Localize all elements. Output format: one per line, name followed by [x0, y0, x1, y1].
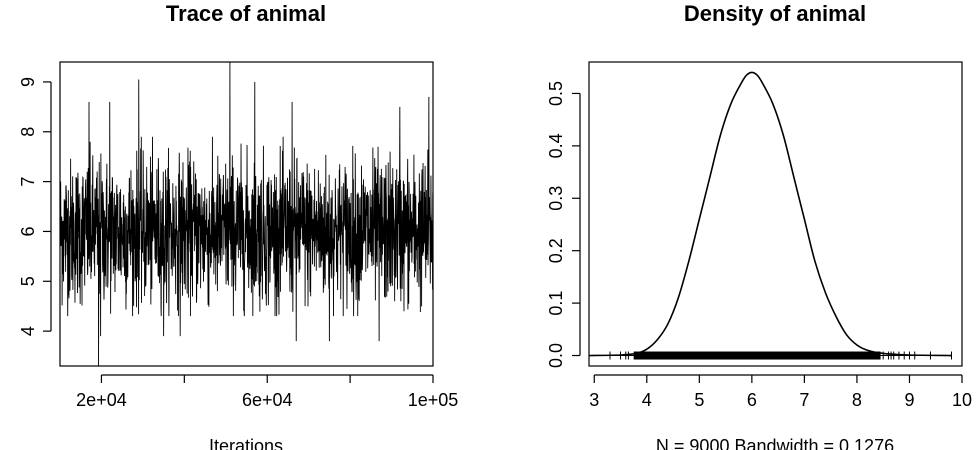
- density-x-tick-label: 3: [589, 390, 599, 410]
- density-y-tick-label: 0.1: [546, 291, 566, 316]
- density-x-axis: 3 4 5 6 7 8 9 10: [589, 374, 972, 410]
- trace-y-tick-label: 4: [18, 326, 38, 336]
- density-x-tick-label: 8: [852, 390, 862, 410]
- density-x-tick-label: 4: [642, 390, 652, 410]
- trace-x-tick-label: 6e+04: [242, 390, 293, 410]
- trace-x-axis-label: Iterations: [209, 436, 283, 450]
- trace-title: Trace of animal: [166, 1, 326, 26]
- trace-y-tick-label: 9: [18, 77, 38, 87]
- density-rug: [601, 351, 952, 360]
- trace-y-tick-label: 7: [18, 177, 38, 187]
- density-panel: Density of animal 3 4 5 6 7 8 9 10 0.0 0.1 0.2 0.3…: [546, 1, 972, 450]
- trace-y-axis: 4 5 6 7 8 9: [18, 77, 52, 336]
- trace-y-tick-label: 6: [18, 226, 38, 236]
- density-y-tick-label: 0.2: [546, 238, 566, 263]
- density-y-tick-label: 0.4: [546, 133, 566, 158]
- density-curve: [588, 71, 952, 357]
- density-title: Density of animal: [684, 1, 866, 26]
- density-x-tick-label: 5: [694, 390, 704, 410]
- trace-line: [59, 61, 434, 367]
- density-x-axis-label: N = 9000 Bandwidth = 0.1276: [656, 436, 894, 450]
- trace-x-tick-label: 1e+05: [408, 390, 459, 410]
- density-y-tick-label: 0.3: [546, 186, 566, 211]
- trace-plot-box: [59, 61, 434, 367]
- density-y-tick-label: 0.5: [546, 81, 566, 106]
- density-x-tick-label: 10: [952, 390, 972, 410]
- trace-panel: Trace of animal 2e+04 6e+04 1e+05 4 5 6 7 8 9 I…: [18, 1, 458, 450]
- density-x-tick-label: 9: [904, 390, 914, 410]
- density-y-axis: 0.0 0.1 0.2 0.3 0.4 0.5: [546, 81, 581, 368]
- density-x-tick-label: 7: [799, 390, 809, 410]
- density-plot-box: [588, 61, 963, 367]
- trace-x-axis: 2e+04 6e+04 1e+05: [76, 374, 459, 410]
- trace-series: [59, 61, 434, 367]
- trace-y-tick-label: 5: [18, 276, 38, 286]
- density-x-tick-label: 6: [747, 390, 757, 410]
- density-rug-band: [633, 351, 881, 360]
- trace-x-tick-label: 2e+04: [76, 390, 127, 410]
- trace-y-tick-label: 8: [18, 127, 38, 137]
- density-y-tick-label: 0.0: [546, 343, 566, 368]
